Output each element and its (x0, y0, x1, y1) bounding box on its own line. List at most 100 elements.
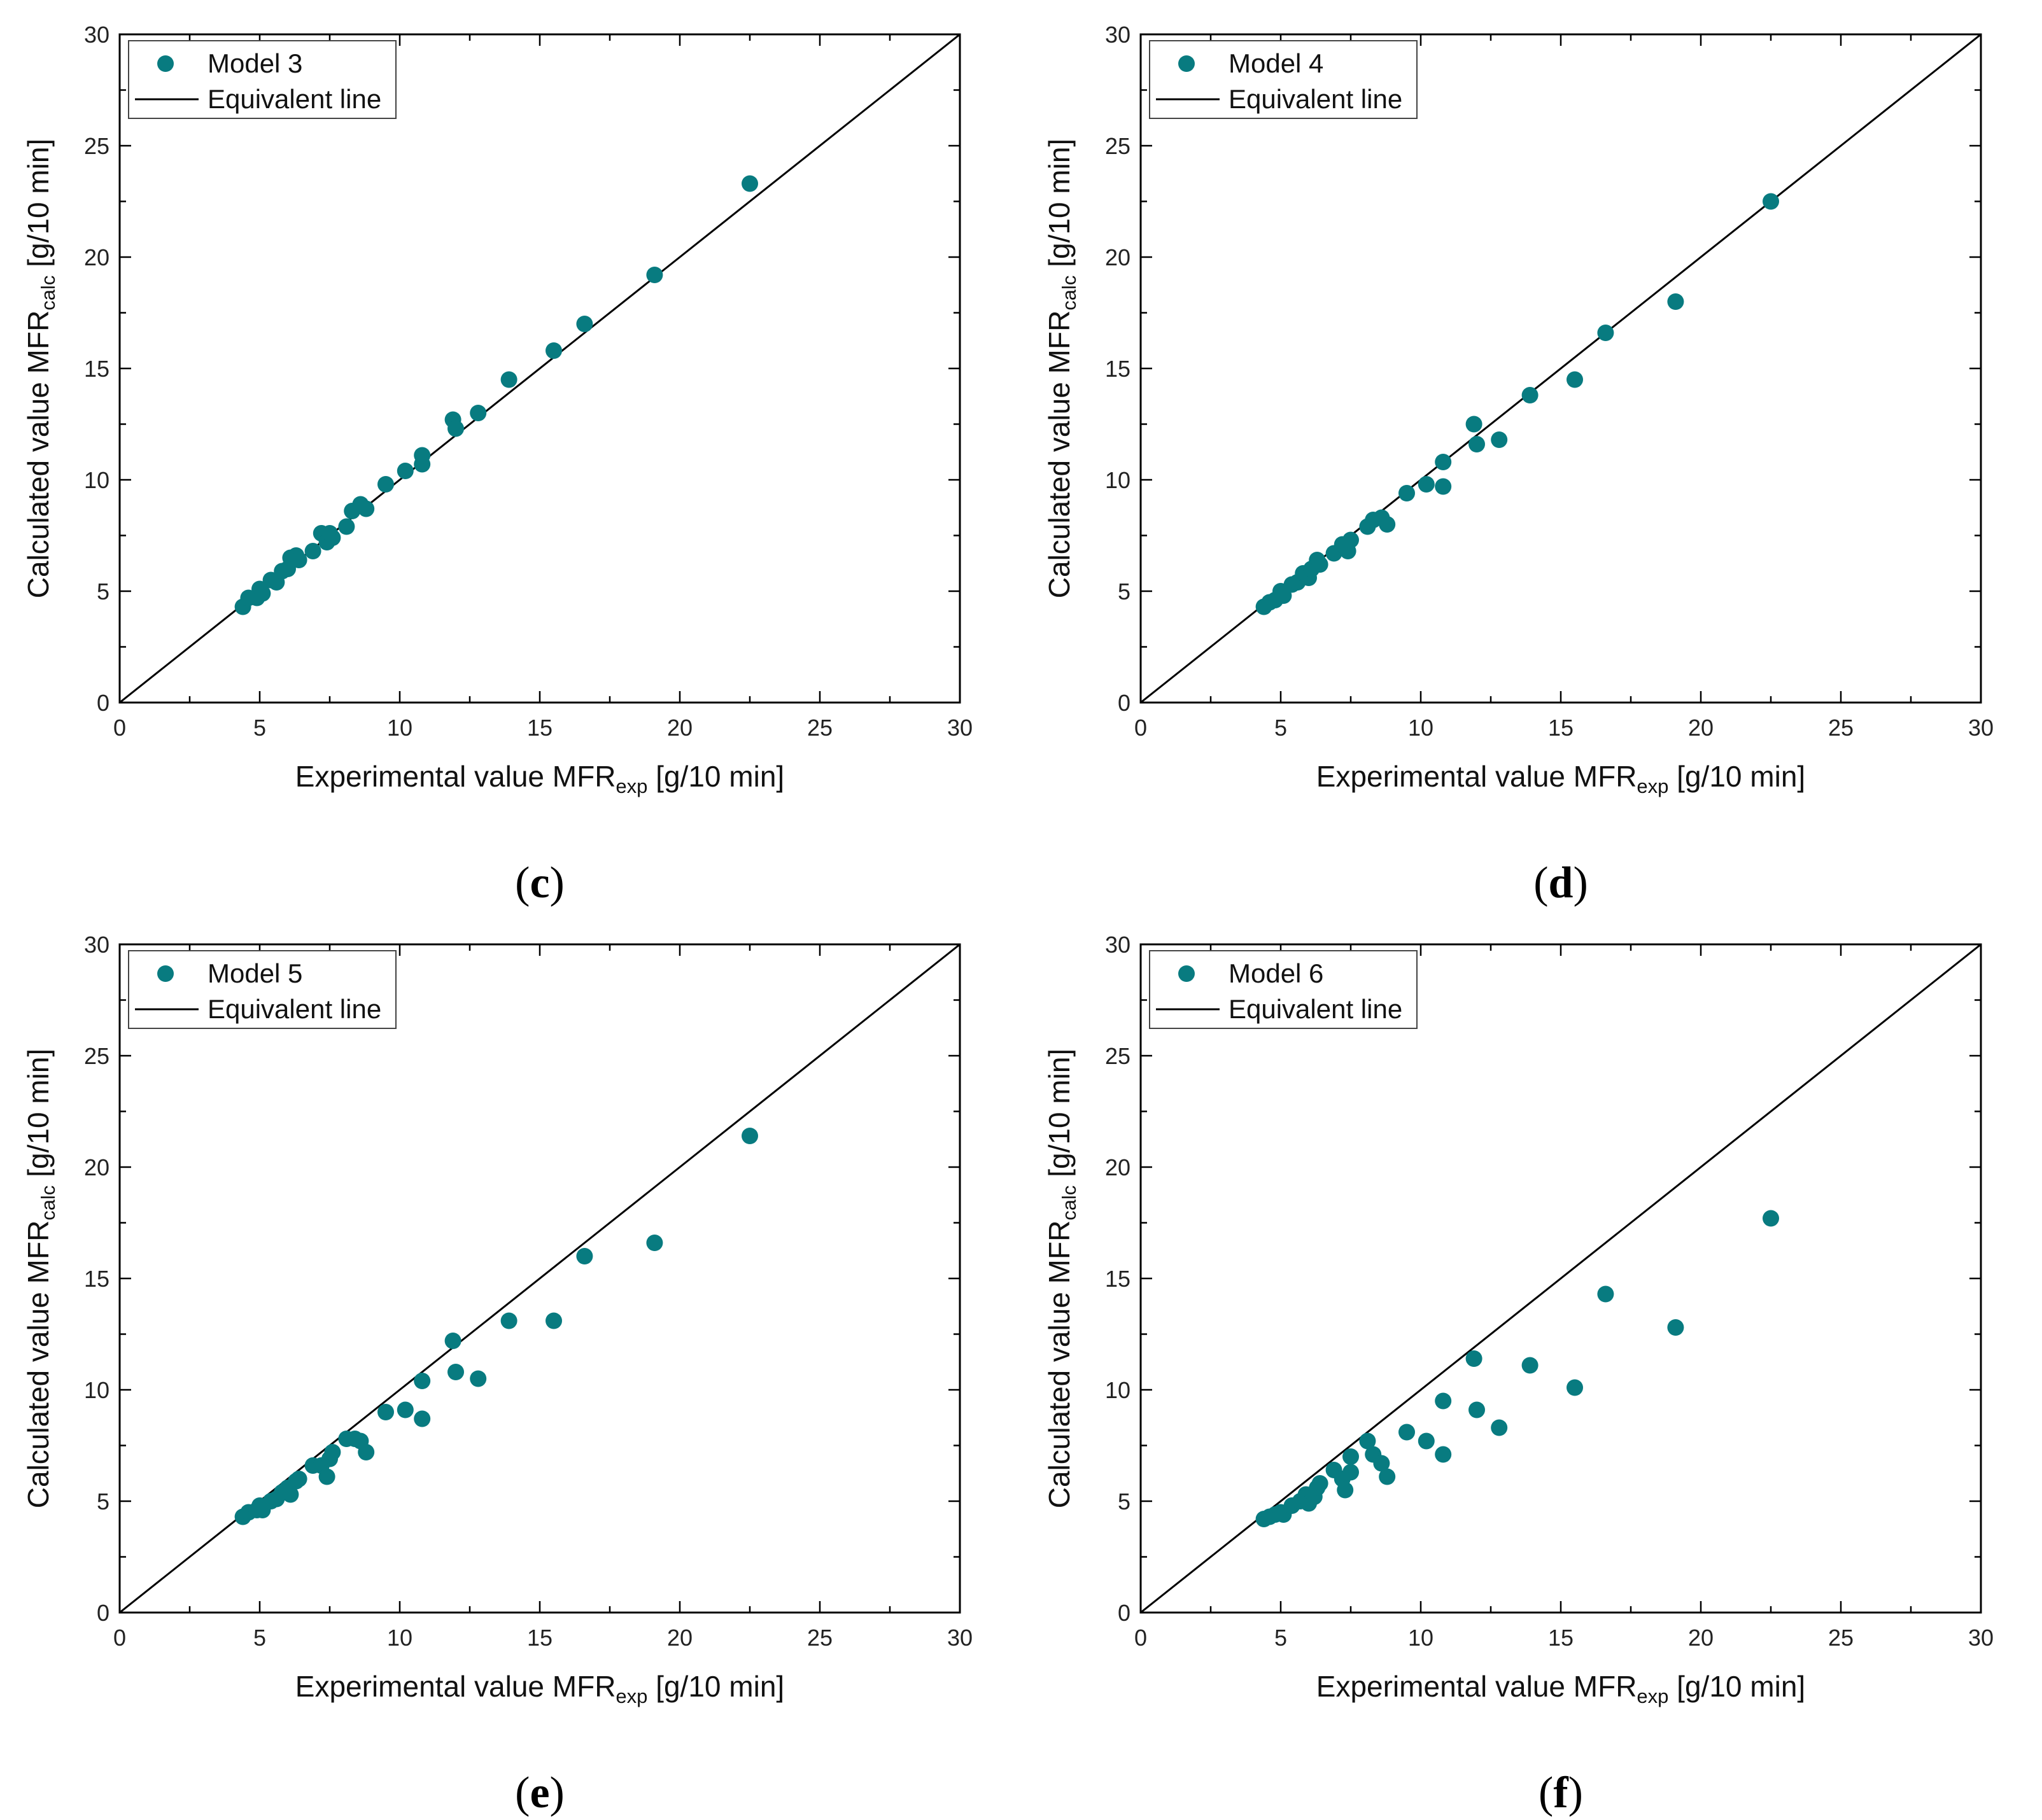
data-point (377, 476, 394, 493)
x-tick-label: 25 (807, 1625, 833, 1651)
data-point (282, 1486, 299, 1503)
x-axis-label-unit: [g/10 min] (647, 760, 784, 793)
x-tick-label: 15 (527, 715, 553, 741)
x-tick-label: 10 (1408, 715, 1433, 741)
y-tick-label: 5 (97, 578, 109, 605)
data-point (742, 175, 758, 192)
data-point (1418, 476, 1435, 493)
legend-line-label: Equivalent line (1229, 84, 1402, 114)
data-point (1763, 1210, 1779, 1227)
data-point (1311, 556, 1328, 573)
y-tick-label: 0 (97, 690, 109, 716)
legend-series-label: Model 4 (1229, 48, 1323, 78)
data-point (1597, 1285, 1614, 1303)
x-tick-label: 0 (1134, 715, 1147, 741)
x-tick-label: 15 (527, 1625, 553, 1651)
legend-marker (1178, 55, 1195, 72)
x-axis-label: Experimental value MFRexp [g/10 min] (295, 760, 784, 797)
panel-caption-letter: f (1553, 1768, 1568, 1817)
y-tick-label: 5 (1118, 578, 1130, 605)
data-point (1567, 1379, 1583, 1396)
x-tick-label: 30 (947, 1625, 973, 1651)
x-tick-label: 15 (1548, 715, 1574, 741)
chart-panel-d: 0 5 10 15 20 25 30 0 5 10 15 20 25 30 Model 4 Equivalen… (1021, 0, 2042, 910)
legend-line-label: Equivalent line (208, 84, 381, 114)
y-axis-label-unit: [g/10 min] (1043, 1049, 1076, 1186)
data-point (358, 1444, 375, 1460)
y-tick-label: 15 (84, 1266, 109, 1292)
panel-caption-open: ( (515, 1768, 530, 1817)
x-tick-label: 5 (1274, 1625, 1287, 1651)
x-tick-label: 20 (667, 715, 693, 741)
data-point (358, 500, 375, 517)
y-tick-label: 5 (1118, 1488, 1130, 1515)
x-tick-label: 5 (1274, 715, 1287, 741)
data-point (1379, 516, 1396, 533)
data-point (646, 267, 663, 283)
data-point (1435, 1392, 1452, 1410)
panel-caption-close: ) (1573, 858, 1588, 907)
y-tick-label: 30 (1105, 22, 1130, 48)
y-axis-label-sub: calc (1058, 1186, 1080, 1221)
panel-caption-open: ( (1539, 1768, 1553, 1817)
scatter-plot-svg: 0 5 10 15 20 25 30 0 5 10 15 20 25 30 Model 4 Equivalen… (1043, 22, 1994, 907)
legend: Model 6 Equivalent line (1149, 950, 1418, 1029)
x-tick-label: 0 (1134, 1625, 1147, 1651)
x-tick-label: 5 (253, 1625, 266, 1651)
data-point (470, 405, 487, 421)
data-point (646, 1235, 663, 1251)
x-axis-label-unit: [g/10 min] (1668, 1670, 1805, 1703)
data-point (1468, 436, 1485, 452)
data-point (1763, 193, 1779, 210)
y-axis-label: Calculated value MFRcalc [g/10 min] (1043, 139, 1080, 598)
panel-caption-letter: c (530, 858, 549, 907)
scatter-plot-svg: 0 5 10 15 20 25 30 0 5 10 15 20 25 30 Model 3 Equivalen… (22, 22, 973, 907)
plot-frame (1139, 33, 1982, 704)
data-point (290, 1471, 307, 1487)
data-point (414, 1410, 431, 1427)
data-point (447, 420, 464, 437)
scatter-plot-svg: 0 5 10 15 20 25 30 0 5 10 15 20 25 30 Model 6 Equivalen… (1043, 932, 1994, 1817)
panel-caption: (c) (515, 858, 565, 907)
y-tick-label: 30 (84, 932, 109, 958)
legend-box (128, 950, 397, 1029)
panel-caption: (f) (1539, 1768, 1583, 1817)
data-point (1465, 1350, 1482, 1367)
panel-caption-letter: d (1549, 858, 1574, 907)
y-tick-label: 0 (1118, 690, 1130, 716)
y-tick-label: 20 (84, 1154, 109, 1180)
y-axis-label: Calculated value MFRcalc [g/10 min] (22, 1049, 59, 1508)
y-tick-label: 10 (84, 1377, 109, 1403)
x-axis-label-sub: exp (1637, 775, 1668, 797)
x-tick-label: 10 (387, 1625, 412, 1651)
y-axis-label-main: Calculated value MFR (22, 311, 55, 599)
x-axis-label-unit: [g/10 min] (1668, 760, 1805, 793)
chart-panel-e: 0 5 10 15 20 25 30 0 5 10 15 20 25 30 Model 5 Equivalen… (0, 910, 1021, 1820)
panel-caption-open: ( (515, 858, 530, 907)
y-tick-label: 5 (97, 1488, 109, 1515)
x-axis-label-sub: exp (616, 1685, 647, 1707)
y-tick-label: 20 (1105, 1154, 1130, 1180)
y-axis-label-sub: calc (37, 1186, 59, 1221)
y-axis-label-unit: [g/10 min] (22, 139, 55, 276)
legend-box (128, 40, 397, 119)
y-tick-label: 10 (84, 467, 109, 493)
y-tick-label: 10 (1105, 1377, 1130, 1403)
data-point (576, 1248, 593, 1264)
y-tick-label: 25 (1105, 133, 1130, 159)
y-axis-label-sub: calc (37, 276, 59, 311)
data-point (576, 316, 593, 332)
data-point (1435, 454, 1452, 470)
data-point (290, 552, 307, 568)
data-point (1379, 1468, 1396, 1485)
data-point (397, 463, 414, 479)
data-point (1398, 485, 1415, 501)
y-tick-label: 15 (84, 356, 109, 382)
plot-frame (118, 943, 961, 1614)
data-point (1521, 1357, 1539, 1374)
x-axis-label-sub: exp (616, 775, 647, 797)
data-point (1342, 531, 1359, 549)
y-tick-label: 25 (84, 133, 109, 159)
data-point (546, 1312, 562, 1329)
x-axis-label-main: Experimental value MFR (1316, 1670, 1637, 1703)
